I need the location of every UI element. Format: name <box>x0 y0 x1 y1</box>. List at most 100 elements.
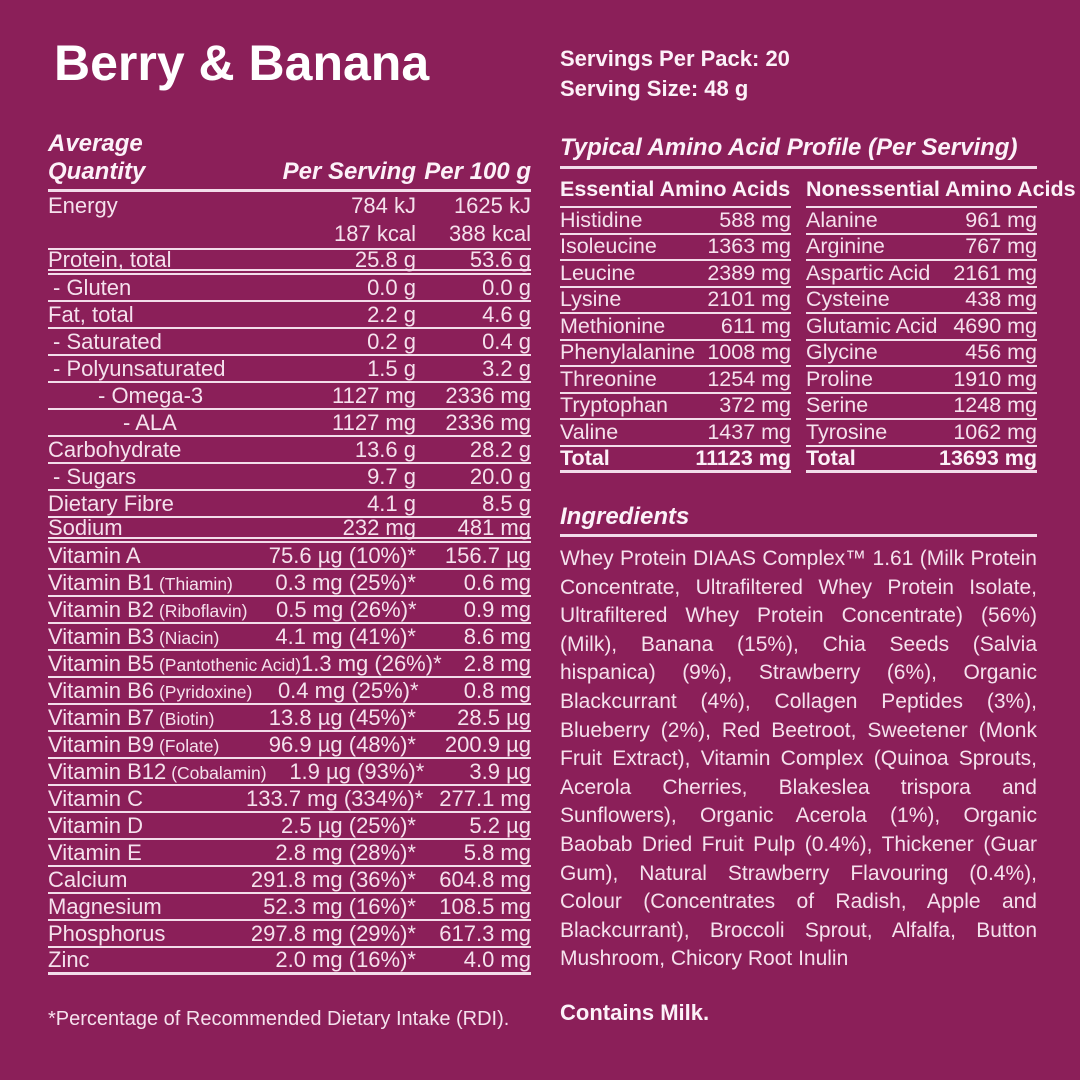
amino-column: Essential Amino Acids Histidine 588 mg Isol… <box>560 174 791 473</box>
per-100g-value: 277.1 mg <box>439 785 531 811</box>
nutrient-name: - Sugars <box>53 463 137 489</box>
serving-size: Serving Size: 48 g <box>560 76 749 101</box>
nutrient-name: Zinc <box>48 947 90 972</box>
nutrient-label: - Gluten <box>48 275 246 301</box>
per-100g-value: 604.8 mg <box>439 866 531 892</box>
nutrition-row: - ALA 1127 mg 2336 mg <box>48 410 531 437</box>
nutrition-table: Average Quantity Per Serving Per 100 g E… <box>48 130 531 975</box>
amino-row: Serine 1248 mg <box>806 393 1037 420</box>
amino-column-header: Nonessential Amino Acids <box>806 174 1076 208</box>
nutrient-name: Vitamin E <box>48 839 142 865</box>
pack-info: Servings Per Pack: 20 Serving Size: 48 g <box>560 44 790 104</box>
nutrient-name: Magnesium <box>48 893 162 919</box>
amino-profile-title: Typical Amino Acid Profile (Per Serving) <box>560 134 1037 169</box>
per-100g-value: 617.3 mg <box>439 920 531 946</box>
per-100g-value: 0.6 mg <box>463 569 531 595</box>
amino-name: Methionine <box>560 313 666 338</box>
nutrient-note: (Niacin) <box>158 627 220 648</box>
nutrient-label: Dietary Fibre <box>48 491 246 517</box>
amino-row: Arginine 767 mg <box>806 234 1037 261</box>
per-serving-value: 0.0 g <box>367 274 416 300</box>
amino-row: Proline 1910 mg <box>806 367 1037 394</box>
per-100g-value: 28.2 g <box>469 436 531 462</box>
nutrient-label: Energy <box>48 193 118 218</box>
energy-kj-line: Energy 784 kJ 1625 kJ <box>48 192 531 220</box>
amino-row: Aspartic Acid 2161 mg <box>806 261 1037 288</box>
nutrient-label: Vitamin B1 (Thiamin) <box>48 570 246 596</box>
amino-row: Valine 1437 mg <box>560 420 791 447</box>
per-serving-value: 784 kJ <box>351 193 416 218</box>
per-serving-value: 187 kcal <box>334 221 416 246</box>
per-serving-value: 0.2 g <box>367 328 416 354</box>
nutrient-label: Vitamin A <box>48 543 246 569</box>
per-100g-value: 108.5 mg <box>439 893 531 919</box>
amino-value: 456 mg <box>965 340 1037 365</box>
nutrition-row: - Gluten 0.0 g 0.0 g <box>48 275 531 302</box>
per-100g-value: 4.6 g <box>482 301 531 327</box>
per-100g-value: 8.6 mg <box>463 623 531 649</box>
amino-row: Tryptophan 372 mg <box>560 393 791 420</box>
amino-name: Alanine <box>806 207 878 232</box>
nutrient-label: Vitamin E <box>48 840 246 866</box>
nutrition-row: Vitamin C 133.7 mg (334%)* 277.1 mg <box>48 786 531 813</box>
amino-row: Tyrosine 1062 mg <box>806 420 1037 447</box>
nutrient-note: (Biotin) <box>158 708 215 729</box>
nutrition-row: - Polyunsaturated 1.5 g 3.2 g <box>48 356 531 383</box>
amino-name: Serine <box>806 393 869 418</box>
amino-total-row: Total 11123 mg <box>560 445 791 473</box>
nutrition-row: - Saturated 0.2 g 0.4 g <box>48 329 531 356</box>
amino-total-label: Total <box>806 445 856 470</box>
nutrition-row: Phosphorus 297.8 mg (29%)* 617.3 mg <box>48 921 531 948</box>
amino-name: Isoleucine <box>560 234 657 259</box>
per-serving-value: 2.2 g <box>367 301 416 327</box>
ingredients-text: Whey Protein DIAAS Complex™ 1.61 (Milk P… <box>560 547 1037 971</box>
amino-total-value: 11123 mg <box>695 445 791 470</box>
amino-name: Glutamic Acid <box>806 313 938 338</box>
amino-row: Isoleucine 1363 mg <box>560 234 791 261</box>
nutrition-table-header: Average Quantity Per Serving Per 100 g <box>48 130 531 192</box>
per-100g-value: 3.2 g <box>482 355 531 381</box>
nutrient-label: Phosphorus <box>48 921 246 947</box>
per-serving-value: 1.3 mg (26%)* <box>301 650 442 676</box>
nutrient-label: Magnesium <box>48 894 246 920</box>
nutrition-row: Vitamin A 75.6 µg (10%)* 156.7 µg <box>48 543 531 570</box>
amino-name: Lysine <box>560 287 622 312</box>
nutrient-name: Vitamin B12 <box>48 758 167 784</box>
per-serving-value: 1127 mg <box>332 382 416 408</box>
amino-value: 1437 mg <box>707 419 791 444</box>
rdi-footnote: *Percentage of Recommended Dietary Intak… <box>48 1008 510 1030</box>
amino-total-value: 13693 mg <box>938 445 1037 470</box>
nutrient-label: Carbohydrate <box>48 437 246 463</box>
ingredients-title: Ingredients <box>560 503 1037 537</box>
per-serving-value: 232 mg <box>342 514 416 540</box>
per-100g-value: 3.9 µg <box>469 758 531 784</box>
per-100g-value: 0.8 mg <box>463 677 531 703</box>
nutrient-label: - Saturated <box>48 329 246 355</box>
nutrient-label: Vitamin D <box>48 813 246 839</box>
nutrient-name: Vitamin B6 <box>48 677 154 703</box>
nutrition-row: Vitamin B6 (Pyridoxine) 0.4 mg (25%)* 0.8 m… <box>48 678 531 705</box>
nutrient-label: - Sugars <box>48 464 246 490</box>
per-100g-value: 2336 mg <box>445 409 531 435</box>
per-serving-value: 75.6 µg (10%)* <box>268 542 416 568</box>
per-serving-value: 0.4 mg (25%)* <box>277 677 419 703</box>
nutrient-note: (Thiamin) <box>158 573 233 594</box>
column-header-per-100g: Per 100 g <box>424 158 531 185</box>
nutrition-row: Vitamin E 2.8 mg (28%)* 5.8 mg <box>48 840 531 867</box>
amino-name: Cysteine <box>806 287 890 312</box>
nutrition-row: Sodium 232 mg 481 mg <box>48 514 531 543</box>
per-serving-value: 291.8 mg (36%)* <box>250 866 416 892</box>
per-100g-value: 8.5 g <box>482 490 531 516</box>
per-100g-value: 20.0 g <box>469 463 531 489</box>
nutrient-label: Vitamin B5 (Pantothenic Acid) <box>48 651 301 677</box>
per-100g-value: 481 mg <box>457 514 531 540</box>
nutrient-name: Vitamin C <box>48 785 143 811</box>
amino-name: Tryptophan <box>560 393 668 418</box>
amino-name: Glycine <box>806 340 878 365</box>
nutrition-row: Dietary Fibre 4.1 g 8.5 g <box>48 491 531 518</box>
nutrient-note: (Cobalamin) <box>171 762 267 783</box>
per-serving-value: 4.1 g <box>367 490 416 516</box>
per-100g-value: 200.9 µg <box>444 731 531 757</box>
amino-value: 611 mg <box>720 313 791 338</box>
amino-value: 372 mg <box>719 393 791 418</box>
